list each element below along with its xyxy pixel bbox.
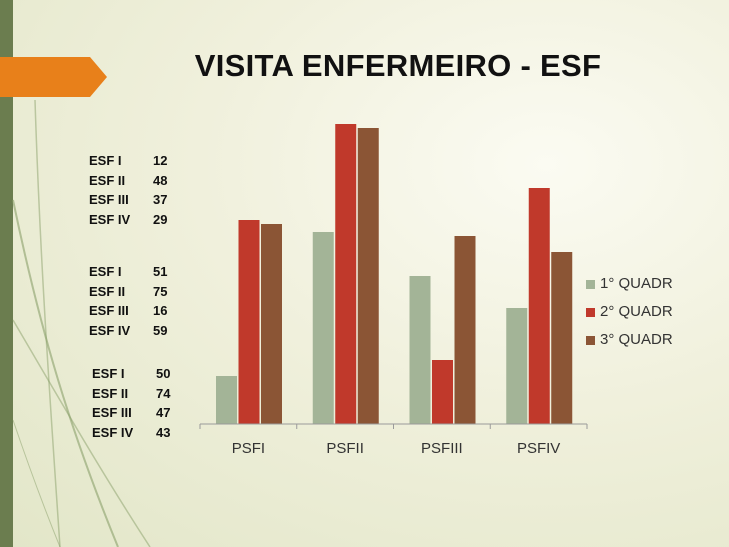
stats-group-3: ESF I 50 ESF II 74 ESF III 47 ESF IV 43 <box>92 364 202 443</box>
stat-label: ESF II <box>89 172 126 188</box>
stat-value: 12 <box>153 153 168 168</box>
legend-swatch <box>586 307 595 317</box>
bar-1-psfiii <box>409 276 431 424</box>
stat-value: 43 <box>156 425 171 441</box>
legend-item: 3° QUADR <box>586 326 673 354</box>
bar-3-psfiv <box>551 252 573 424</box>
stat-value: 59 <box>153 323 168 339</box>
stat-label: ESF I <box>89 153 122 168</box>
stat-row: ESF III 37 <box>89 190 199 210</box>
stat-value: 48 <box>153 172 168 188</box>
stat-row: ESF IV 29 <box>89 210 199 230</box>
bar-2-psfi <box>238 220 260 424</box>
stat-value: 29 <box>153 212 168 228</box>
stat-row: ESF I 51 <box>89 262 199 282</box>
legend-label: 2° QUADR <box>600 303 673 320</box>
bar-2-psfiv <box>528 188 550 424</box>
title-arrow-shape <box>0 57 107 97</box>
stat-value: 47 <box>156 405 171 421</box>
left-accent-bar <box>0 0 13 547</box>
x-tick-label: PSFIV <box>517 440 560 457</box>
bar-3-psfi <box>261 224 282 424</box>
legend-label: 3° QUADR <box>600 331 673 348</box>
bar-2-psfiii <box>432 360 453 424</box>
stat-value: 75 <box>153 283 168 299</box>
stat-row: ESF I 12 <box>89 151 199 171</box>
stat-value: 37 <box>153 192 168 208</box>
stat-row: ESF III 16 <box>89 301 199 321</box>
bar-1-psfi <box>216 376 237 424</box>
stat-row: ESF II 74 <box>92 384 202 404</box>
bar-1-psfii <box>312 232 334 424</box>
page-title: VISITA ENFERMEIRO - ESF <box>194 48 602 83</box>
stat-row: ESF III 47 <box>92 403 202 423</box>
legend-swatch <box>586 279 595 289</box>
bar-2-psfii <box>335 124 357 424</box>
legend-item: 2° QUADR <box>586 298 673 326</box>
legend-label: 1° QUADR <box>600 275 673 292</box>
stat-label: ESF III <box>89 192 129 208</box>
stat-label: ESF IV <box>89 323 131 339</box>
stat-row: ESF IV 59 <box>89 321 199 341</box>
x-tick-label: PSFIII <box>421 440 463 457</box>
stat-label: ESF II <box>89 283 126 299</box>
stat-label: ESF I <box>92 366 125 381</box>
stat-value: 74 <box>156 385 171 401</box>
stat-row: ESF I 50 <box>92 364 202 384</box>
stats-group-1: ESF I 12 ESF II 48 ESF III 37 ESF IV 29 <box>89 151 199 230</box>
legend-item: 1° QUADR <box>586 270 673 298</box>
stat-row: ESF IV 43 <box>92 423 202 443</box>
stat-label: ESF IV <box>89 212 131 228</box>
legend-swatch <box>586 335 595 345</box>
x-tick-label: PSFII <box>326 440 364 457</box>
stat-label: ESF IV <box>92 425 134 441</box>
bar-3-psfiii <box>454 236 476 424</box>
stat-value: 51 <box>153 264 168 279</box>
stat-row: ESF II 75 <box>89 282 199 302</box>
stat-label: ESF II <box>92 385 129 401</box>
stat-label: ESF I <box>89 264 122 279</box>
stat-value: 50 <box>156 366 171 381</box>
bar-1-psfiv <box>506 308 528 424</box>
stat-label: ESF III <box>89 303 129 319</box>
bar-3-psfii <box>357 128 379 424</box>
stat-value: 16 <box>153 303 168 319</box>
stat-row: ESF II 48 <box>89 171 199 191</box>
stats-group-2: ESF I 51 ESF II 75 ESF III 16 ESF IV 59 <box>89 262 199 341</box>
x-tick-label: PSFI <box>232 440 265 457</box>
chart-legend: 1° QUADR 2° QUADR 3° QUADR <box>586 270 673 354</box>
stat-label: ESF III <box>92 405 132 421</box>
